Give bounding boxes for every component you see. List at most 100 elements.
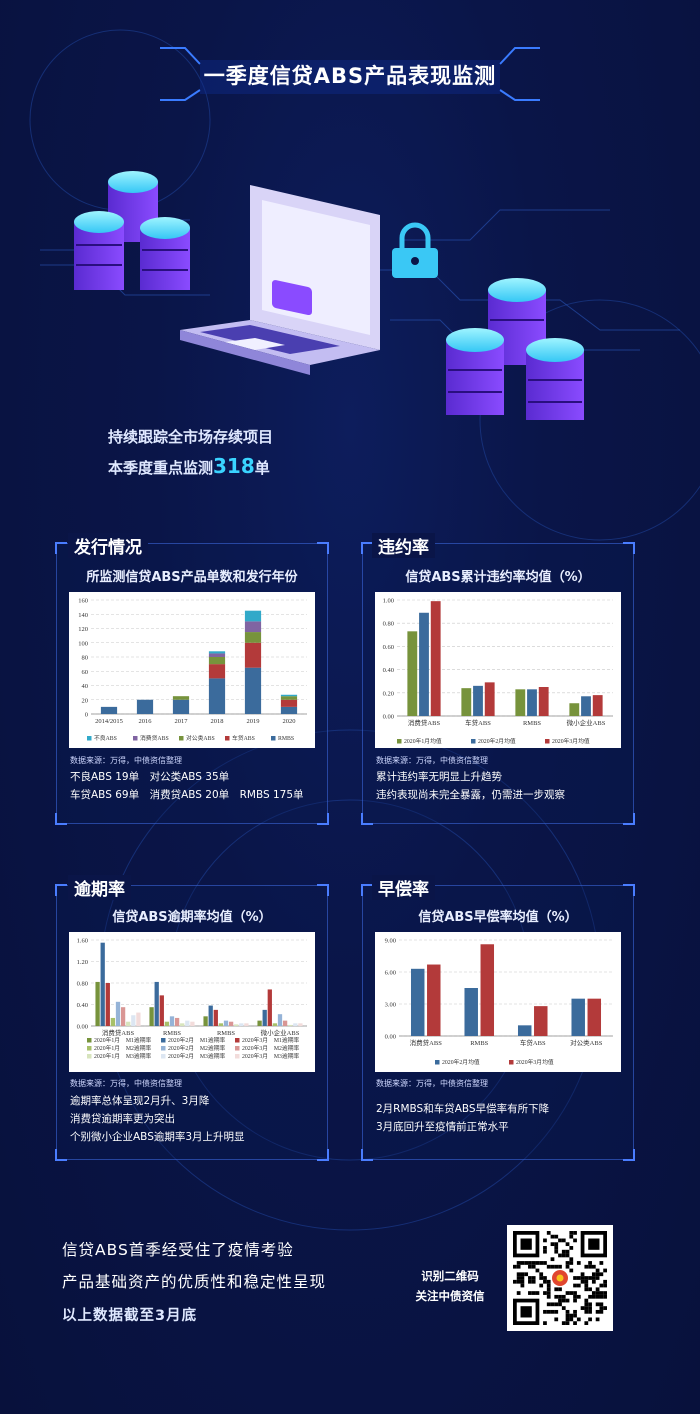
qr-module — [565, 1261, 570, 1265]
x-tick-label: 消费贷ABS — [102, 1028, 135, 1037]
bar — [244, 1023, 249, 1026]
issuance-note-1: 不良ABS 19单 对公类ABS 35单 — [70, 771, 230, 783]
bar — [95, 981, 100, 1026]
qr-module — [569, 1261, 574, 1265]
qr-module — [599, 1283, 604, 1288]
qr-module — [565, 1249, 570, 1254]
qr-module — [573, 1294, 577, 1299]
qr-module — [535, 1261, 540, 1265]
bar — [159, 995, 164, 1026]
qr-module — [599, 1291, 604, 1295]
y-tick-label: 3.00 — [385, 1002, 396, 1009]
qr-module — [546, 1291, 551, 1295]
qr-module — [543, 1291, 547, 1295]
qr-module — [603, 1294, 607, 1299]
y-tick-label: 0.20 — [383, 690, 394, 697]
qr-module — [569, 1257, 574, 1262]
qr-module — [565, 1253, 570, 1258]
y-tick-label: 0.00 — [77, 1024, 88, 1031]
qr-module — [584, 1298, 589, 1303]
prepayment-note-2: 3月底回升至疫情前正常水平 — [376, 1121, 509, 1133]
qr-module — [599, 1272, 604, 1277]
bar — [587, 998, 602, 1036]
bar — [569, 703, 580, 716]
qr-module — [565, 1291, 570, 1295]
qr-module — [599, 1309, 604, 1314]
legend-label: 车贷ABS — [232, 734, 255, 742]
qr-module — [588, 1264, 592, 1269]
bar-segment — [172, 696, 190, 700]
qr-module — [576, 1276, 581, 1280]
bar — [298, 1023, 303, 1026]
qr-module — [543, 1238, 547, 1243]
qr-module — [573, 1313, 577, 1318]
x-tick-label: 对公类ABS — [570, 1038, 603, 1047]
qr-module — [584, 1306, 589, 1310]
qr-module — [591, 1264, 596, 1269]
qr-module — [565, 1313, 570, 1318]
issuance-source: 数据来源：万得，中债资信整理 — [70, 756, 182, 765]
bar — [164, 1021, 170, 1026]
legend-label: 2020年3月均值 — [552, 737, 590, 745]
qr-module — [531, 1279, 536, 1284]
y-tick-label: 0.40 — [383, 667, 394, 674]
qr-module — [539, 1272, 544, 1277]
y-tick-label: 160 — [78, 598, 88, 605]
default-rate-note-1: 累计违约率无明显上升趋势 — [376, 771, 502, 783]
bar-segment — [244, 642, 262, 668]
x-tick-label: 2019 — [247, 718, 260, 725]
bar — [154, 981, 159, 1026]
qr-module — [524, 1272, 529, 1277]
footer-line-2: 产品基础资产的优质性和稳定性呈现 — [62, 1273, 327, 1291]
qr-module — [550, 1264, 555, 1269]
qr-module — [584, 1287, 589, 1292]
qr-module — [561, 1294, 566, 1299]
qr-module — [580, 1306, 585, 1310]
qr-module — [546, 1309, 551, 1314]
y-tick-label: 120 — [78, 626, 88, 633]
footer-line-1: 信贷ABS首季经受住了疫情考验 — [62, 1241, 294, 1259]
bar — [203, 1016, 208, 1026]
y-tick-label: 0.40 — [77, 1002, 88, 1009]
qr-module — [580, 1272, 585, 1277]
qr-module — [546, 1287, 551, 1292]
qr-module — [531, 1276, 536, 1280]
qr-logo-center — [556, 1274, 564, 1282]
qr-module — [588, 1302, 592, 1307]
bar — [592, 695, 603, 716]
qr-code[interactable] — [507, 1225, 613, 1331]
qr-module — [554, 1317, 559, 1322]
y-tick-label: 80 — [82, 655, 89, 662]
legend-label: 2020年2月均值 — [478, 737, 516, 745]
default-rate-source: 数据来源：万得，中债资信整理 — [376, 756, 488, 765]
legend-label: 2020年1月 M1逾期率 — [94, 1036, 152, 1044]
bar — [410, 968, 425, 1036]
qr-module — [603, 1283, 607, 1288]
x-tick-label: 2018 — [211, 718, 224, 725]
bar — [185, 1020, 190, 1026]
bar — [180, 1023, 185, 1026]
hero-line1: 持续跟踪全市场存续项目 — [108, 428, 274, 446]
x-tick-label: RMBS — [217, 1030, 235, 1037]
legend-swatch — [133, 736, 138, 741]
bar-segment — [244, 621, 262, 633]
qr-module — [516, 1261, 521, 1265]
qr-module — [573, 1276, 577, 1280]
bar-segment — [280, 699, 298, 707]
legend-label: 2020年3月 M2逾期率 — [242, 1044, 300, 1052]
legend-swatch — [235, 1038, 240, 1043]
legend-swatch — [179, 736, 184, 741]
prepayment-chart: 0.00 3.00 6.00 9.00 消费贷ABS RMBS 车贷ABS 对公类ABS 202… — [375, 932, 621, 1072]
x-tick-label: 微小企业ABS — [567, 718, 606, 727]
y-tick-label: 1.60 — [77, 938, 88, 945]
y-tick-label: 0.00 — [385, 1034, 396, 1041]
y-tick-label: 0.80 — [77, 981, 88, 988]
bar — [272, 1023, 278, 1026]
qr-module — [584, 1283, 589, 1288]
qr-module — [546, 1264, 551, 1269]
bar-segment — [136, 699, 154, 714]
legend-swatch — [471, 739, 476, 744]
qr-module — [599, 1294, 604, 1299]
hero-line2: 本季度重点监测318单 — [108, 454, 408, 478]
qr-finder-core — [520, 1306, 532, 1318]
